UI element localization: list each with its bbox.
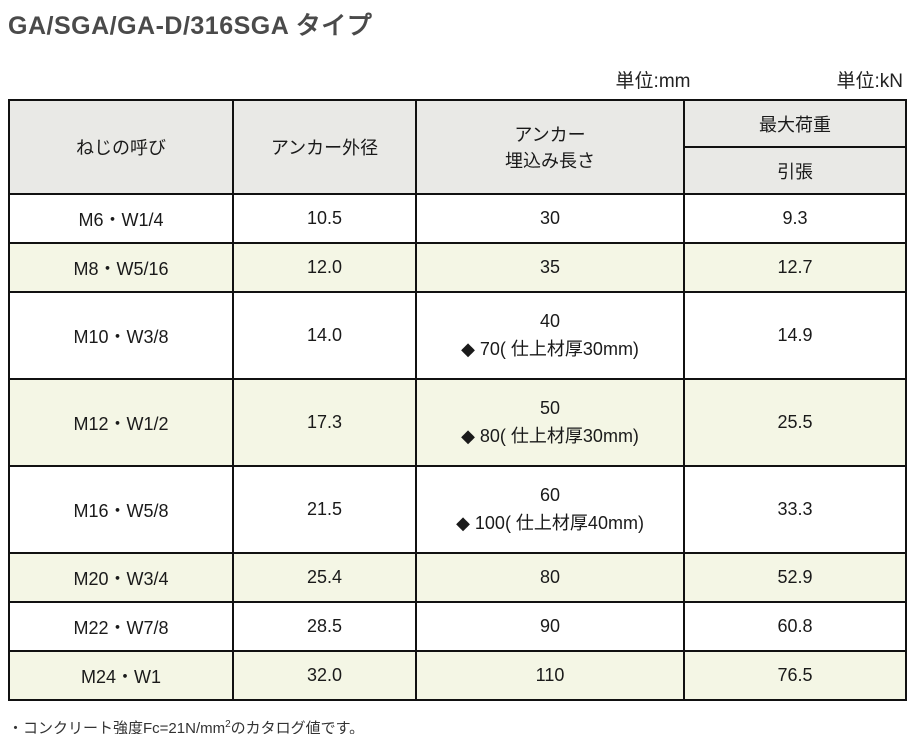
embed-length-cell: 50 ◆ 80( 仕上材厚30mm) [415, 378, 685, 467]
embed-length-note: ◆ 70( 仕上材厚30mm) [461, 338, 639, 359]
thread-size-cell: M12・W1/2 [8, 378, 234, 467]
units-row: 単位:mm 単位:kN [8, 66, 905, 93]
anchor-spec-table: ねじの呼び アンカー外径 アンカー 埋込み長さ 最大荷重 引張 M6・W1/4 … [8, 99, 907, 701]
embed-length-value: 40 [539, 310, 561, 331]
tension-load-cell: 9.3 [683, 193, 907, 244]
header-embed-length: アンカー 埋込み長さ [415, 99, 685, 195]
embed-length-value: 80 [539, 566, 561, 587]
embed-length-cell: 60 ◆ 100( 仕上材厚40mm) [415, 465, 685, 554]
page-title: GA/SGA/GA-D/316SGA タイプ [8, 12, 373, 40]
embed-length-note: ◆ 80( 仕上材厚30mm) [461, 425, 639, 446]
embed-length-value: 35 [539, 256, 561, 277]
unit-mm-label: 単位:mm [615, 71, 691, 92]
footnote-text-post: のカタログ値です。 [230, 720, 365, 734]
tension-load-cell: 76.5 [683, 650, 907, 701]
footnote-text-pre: ・コンクリート強度Fc=21N/mm [8, 720, 226, 734]
header-embed-length-line1: アンカー [514, 125, 586, 145]
table-row: M6・W1/4 10.5 30 9.3 [8, 193, 907, 244]
embed-length-cell: 110 [415, 650, 685, 701]
tension-load-cell: 14.9 [683, 291, 907, 380]
embed-length-cell: 40 ◆ 70( 仕上材厚30mm) [415, 291, 685, 380]
embed-length-note: ◆ 100( 仕上材厚40mm) [456, 512, 644, 533]
embed-length-cell: 90 [415, 601, 685, 652]
embed-length-value: 60 [539, 484, 561, 505]
diameter-cell: 10.5 [232, 193, 417, 244]
header-max-load: 最大荷重 [683, 99, 907, 148]
tension-load-cell: 25.5 [683, 378, 907, 467]
tension-load-cell: 52.9 [683, 552, 907, 603]
embed-length-cell: 35 [415, 242, 685, 293]
thread-size-cell: M8・W5/16 [8, 242, 234, 293]
table-row: M22・W7/8 28.5 90 60.8 [8, 601, 907, 652]
tension-load-cell: 12.7 [683, 242, 907, 293]
diameter-cell: 21.5 [232, 465, 417, 554]
footnote-superscript: 2 [225, 719, 231, 730]
thread-size-cell: M6・W1/4 [8, 193, 234, 244]
header-embed-length-line2: 埋込み長さ [505, 151, 595, 171]
table-row: M12・W1/2 17.3 50 ◆ 80( 仕上材厚30mm) 25.5 [8, 378, 907, 467]
tension-load-cell: 60.8 [683, 601, 907, 652]
table-row: M20・W3/4 25.4 80 52.9 [8, 552, 907, 603]
footnote: ・コンクリート強度Fc=21N/mm2のカタログ値です。 [8, 717, 905, 734]
table-row: M24・W1 32.0 110 76.5 [8, 650, 907, 701]
diameter-cell: 32.0 [232, 650, 417, 701]
thread-size-cell: M10・W3/8 [8, 291, 234, 380]
embed-length-cell: 30 [415, 193, 685, 244]
thread-size-cell: M22・W7/8 [8, 601, 234, 652]
table-header: ねじの呼び アンカー外径 アンカー 埋込み長さ 最大荷重 引張 [8, 99, 907, 195]
diameter-cell: 28.5 [232, 601, 417, 652]
table-body: M6・W1/4 10.5 30 9.3 M8・W5/16 12.0 35 12.… [8, 193, 907, 701]
embed-length-value: 110 [535, 664, 565, 685]
table-row: M10・W3/8 14.0 40 ◆ 70( 仕上材厚30mm) 14.9 [8, 291, 907, 380]
header-tension: 引張 [683, 146, 907, 195]
embed-length-value: 90 [539, 615, 561, 636]
table-row: M16・W5/8 21.5 60 ◆ 100( 仕上材厚40mm) 33.3 [8, 465, 907, 554]
thread-size-cell: M16・W5/8 [8, 465, 234, 554]
thread-size-cell: M20・W3/4 [8, 552, 234, 603]
embed-length-cell: 80 [415, 552, 685, 603]
diameter-cell: 17.3 [232, 378, 417, 467]
header-thread-size: ねじの呼び [8, 99, 234, 195]
diameter-cell: 14.0 [232, 291, 417, 380]
diameter-cell: 12.0 [232, 242, 417, 293]
embed-length-value: 30 [539, 207, 561, 228]
unit-kn-label: 単位:kN [836, 71, 903, 92]
diameter-cell: 25.4 [232, 552, 417, 603]
embed-length-value: 50 [539, 397, 561, 418]
thread-size-cell: M24・W1 [8, 650, 234, 701]
table-row: M8・W5/16 12.0 35 12.7 [8, 242, 907, 293]
tension-load-cell: 33.3 [683, 465, 907, 554]
header-anchor-outer-diameter: アンカー外径 [232, 99, 417, 195]
